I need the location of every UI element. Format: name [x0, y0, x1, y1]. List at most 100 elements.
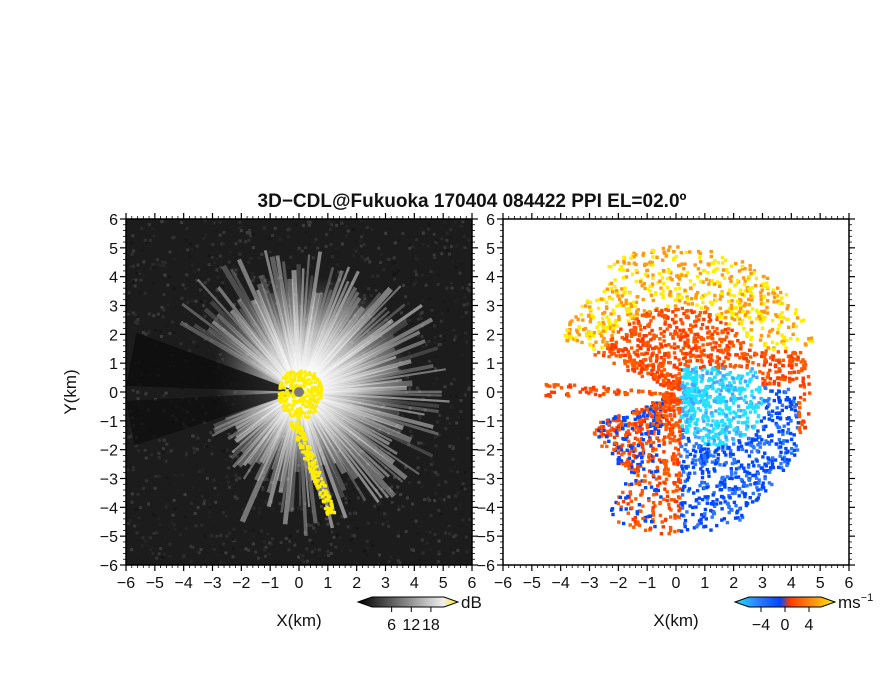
noise-pixel [140, 544, 144, 548]
noise-pixel [251, 272, 255, 276]
velocity-cell [739, 307, 743, 311]
noise-pixel [457, 415, 461, 419]
velocity-cell [727, 504, 731, 509]
velocity-cell [600, 444, 604, 448]
noise-pixel [204, 233, 208, 237]
echo-beam [211, 390, 300, 437]
echo-beam [297, 317, 434, 394]
velocity-cell [715, 443, 720, 447]
noise-pixel [404, 465, 408, 469]
velocity-cell [716, 331, 720, 335]
velocity-cell [625, 415, 629, 420]
saturated-pixel [309, 390, 313, 394]
saturated-pixel [291, 426, 295, 430]
saturated-pixel [318, 492, 322, 496]
velocity-cell [726, 270, 730, 275]
noise-pixel [435, 238, 439, 242]
velocity-cell [673, 329, 677, 334]
noise-pixel [233, 303, 237, 306]
noise-pixel [308, 538, 312, 542]
velocity-cell [595, 298, 599, 303]
velocity-cell [702, 485, 707, 490]
noise-pixel [371, 462, 375, 466]
velocity-cell [643, 325, 647, 330]
noise-pixel [377, 507, 380, 511]
noise-pixel [151, 227, 154, 231]
velocity-cell [720, 418, 725, 423]
velocity-cell [591, 387, 596, 392]
x-tick-label: −3 [203, 575, 221, 592]
velocity-cell [745, 501, 750, 506]
noise-pixel [214, 540, 218, 544]
noise-pixel [411, 548, 415, 551]
noise-pixel [135, 531, 139, 535]
velocity-cell [714, 313, 719, 317]
noise-pixel [196, 506, 200, 510]
noise-pixel [359, 244, 363, 248]
velocity-cell [750, 460, 755, 464]
noise-pixel [191, 263, 195, 267]
velocity-cell [650, 284, 655, 289]
velocity-cell [769, 414, 774, 418]
saturated-pixel [311, 461, 314, 465]
velocity-cell [749, 337, 753, 342]
velocity-cell [684, 315, 689, 319]
saturated-pixel [318, 390, 322, 393]
saturated-pixel [292, 388, 296, 392]
noise-pixel [212, 478, 216, 482]
velocity-cell [667, 383, 671, 388]
echo-beam [235, 391, 300, 438]
velocity-cell [701, 515, 706, 519]
noise-pixel [325, 233, 329, 236]
velocity-cell [711, 325, 715, 330]
velocity-cell [652, 333, 656, 337]
velocity-cell [702, 461, 706, 465]
velocity-cell [668, 386, 673, 390]
velocity-cell [798, 401, 802, 405]
velocity-cell [730, 328, 734, 332]
noise-pixel [138, 290, 142, 294]
y-tick-label: 3 [109, 299, 118, 316]
velocity-cell [748, 410, 753, 414]
noise-pixel [168, 296, 172, 299]
velocity-cell [735, 388, 740, 392]
noise-pixel [419, 441, 423, 445]
noise-pixel [374, 289, 378, 292]
velocity-cell [718, 392, 722, 396]
echo-beam [297, 391, 380, 504]
velocity-cell [662, 450, 666, 454]
saturated-pixel [316, 486, 320, 490]
noise-pixel [346, 229, 350, 233]
saturated-pixel [313, 375, 317, 379]
reflectivity-colorbar-unit: dB [461, 593, 482, 612]
velocity-cell [761, 371, 765, 375]
velocity-cell [709, 528, 713, 532]
velocity-cell [726, 357, 731, 361]
velocity-cell [710, 515, 714, 519]
velocity-cell [789, 354, 793, 358]
velocity-cell [651, 506, 655, 510]
noise-pixel [377, 561, 381, 565]
velocity-cell [665, 285, 669, 290]
velocity-cell [707, 263, 711, 267]
noise-pixel [214, 552, 218, 556]
velocity-cell [670, 455, 674, 459]
velocity-cell [732, 500, 737, 505]
noise-pixel [351, 228, 355, 232]
noise-pixel [440, 506, 444, 510]
velocity-cell [716, 457, 720, 461]
saturated-pixel [311, 374, 314, 378]
velocity-cell [658, 392, 662, 396]
saturated-pixel [302, 376, 305, 380]
noise-pixel [139, 278, 143, 282]
velocity-cell [603, 440, 607, 445]
noise-pixel [189, 444, 193, 448]
saturated-pixel [301, 450, 304, 454]
velocity-cell [674, 473, 679, 477]
velocity-cell [713, 367, 717, 372]
noise-pixel [374, 507, 378, 511]
velocity-cell [719, 488, 724, 492]
velocity-cell [742, 304, 747, 308]
velocity-cell [741, 310, 745, 314]
velocity-cell [780, 403, 785, 407]
